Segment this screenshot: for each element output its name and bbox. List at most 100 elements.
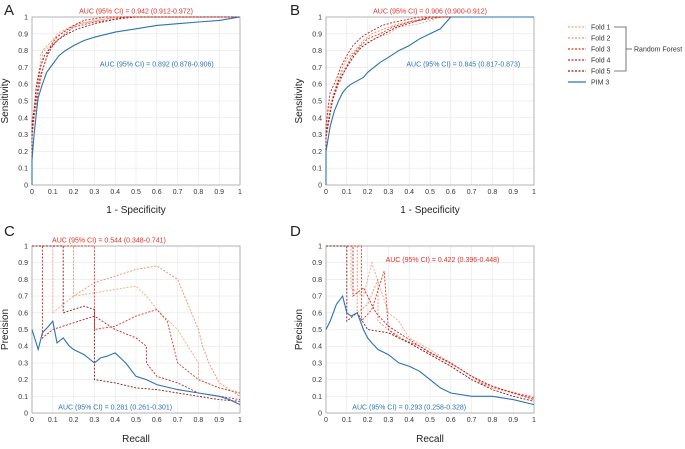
x-tick-label: 1 — [238, 189, 242, 196]
x-tick-label: 0.5 — [131, 417, 141, 424]
x-tick-label: 0.8 — [194, 417, 204, 424]
series-fold-5 — [326, 245, 535, 402]
y-tick-label: 0.6 — [18, 310, 28, 317]
y-tick-label: 0.5 — [312, 327, 322, 334]
x-tick-label: 0 — [324, 417, 328, 424]
y-tick-label: 0 — [24, 411, 28, 418]
x-tick-label: 0.1 — [342, 189, 352, 196]
x-tick-label: 0.5 — [425, 417, 435, 424]
y-tick-label: 0.4 — [18, 115, 28, 122]
legend-group-label: Random Forest — [634, 47, 682, 54]
y-tick-label: 0.2 — [18, 149, 28, 156]
y-tick-label: 0.6 — [18, 82, 28, 89]
x-tick-label: 0.1 — [48, 189, 58, 196]
series-fold-2 — [32, 245, 241, 397]
y-tick-label: 1 — [318, 15, 322, 22]
y-tick-label: 0.8 — [312, 277, 322, 284]
y-axis-label: Precision — [294, 309, 305, 350]
y-tick-label: 0.9 — [312, 31, 322, 38]
legend-label: Fold 4 — [591, 58, 611, 65]
y-tick-label: 0.8 — [312, 48, 322, 55]
auc-annotation: AUC (95% CI) = 0.544 (0.348-0.741) — [52, 238, 166, 245]
y-tick-label: 0.7 — [18, 294, 28, 301]
x-tick-label: 0.9 — [508, 417, 518, 424]
y-tick-label: 0.2 — [18, 377, 28, 384]
y-tick-label: 0.2 — [312, 149, 322, 156]
y-tick-label: 0.9 — [18, 31, 28, 38]
x-tick-label: 0 — [30, 417, 34, 424]
x-axis-label: 1 - Specificity — [106, 205, 165, 216]
panel-letter: C — [4, 223, 15, 240]
y-axis-label: Precision — [0, 309, 11, 350]
x-tick-label: 0.6 — [446, 417, 456, 424]
panel-letter: D — [290, 223, 301, 240]
x-tick-label: 0.4 — [110, 189, 120, 196]
y-tick-label: 1 — [24, 244, 28, 251]
series-fold-5 — [325, 16, 534, 185]
x-tick-label: 0.2 — [363, 189, 373, 196]
legend-label: Fold 5 — [591, 69, 611, 76]
y-tick-label: 0.2 — [312, 377, 322, 384]
x-axis-label: 1 - Specificity — [400, 205, 459, 216]
x-tick-label: 0.7 — [467, 189, 477, 196]
x-tick-label: 0.5 — [425, 189, 435, 196]
y-tick-label: 0.6 — [312, 82, 322, 89]
y-tick-label: 0.3 — [18, 132, 28, 139]
y-axis-label: Sensitivity — [0, 78, 11, 123]
y-tick-label: 1 — [318, 244, 322, 251]
series-pim-3 — [325, 16, 534, 185]
y-tick-label: 0.1 — [312, 166, 322, 173]
y-tick-label: 0.6 — [312, 310, 322, 317]
y-tick-label: 0.7 — [312, 65, 322, 72]
series-fold-2 — [326, 245, 535, 401]
series-pim-3 — [325, 294, 535, 406]
legend-label: PIM 3 — [591, 80, 609, 87]
x-tick-label: 0.6 — [152, 189, 162, 196]
y-tick-label: 0.8 — [18, 277, 28, 284]
panel-letter: A — [4, 2, 14, 19]
panel-b: 0 0.1 0.2 0.3 0.4 0.5 0.6 0.7 0.8 0.9 1 0 0.1 0.2 0.3 0… — [290, 2, 536, 216]
x-tick-label: 0.7 — [173, 189, 183, 196]
y-tick-label: 0.5 — [18, 327, 28, 334]
x-tick-label: 0.8 — [488, 417, 498, 424]
series-pim-3 — [31, 16, 241, 185]
panel-c: 0 0.1 0.2 0.3 0.4 0.5 0.6 0.7 0.8 0.9 1 0 0.1 0.2 0.3 0… — [0, 223, 242, 445]
auc-annotation: AUC (95% CI) = 0.906 (0.900-0.912) — [373, 9, 487, 16]
x-tick-label: 0.8 — [194, 189, 204, 196]
x-tick-label: 0.8 — [488, 189, 498, 196]
x-axis-label: Recall — [416, 434, 444, 445]
panel-letter: B — [290, 2, 300, 19]
x-tick-label: 0.4 — [404, 417, 414, 424]
x-tick-label: 0.3 — [90, 189, 100, 196]
y-tick-label: 0 — [318, 183, 322, 190]
y-tick-label: 0.4 — [312, 344, 322, 351]
series-fold-5 — [32, 245, 241, 402]
x-tick-label: 0.6 — [446, 189, 456, 196]
y-tick-label: 0 — [318, 411, 322, 418]
legend-label: Fold 2 — [591, 36, 611, 43]
y-tick-label: 0.3 — [312, 132, 322, 139]
auc-annotation: AUC (95% CI) = 0.281 (0.261-0.301) — [58, 405, 172, 412]
series-fold-5 — [31, 16, 240, 185]
y-axis-label: Sensitivity — [294, 78, 305, 123]
series-fold-3 — [31, 16, 240, 185]
x-tick-label: 0.4 — [404, 189, 414, 196]
x-tick-label: 0.3 — [384, 417, 394, 424]
x-tick-label: 0.6 — [152, 417, 162, 424]
y-tick-label: 0.9 — [18, 260, 28, 267]
x-tick-label: 1 — [532, 189, 536, 196]
y-tick-label: 0.3 — [18, 360, 28, 367]
auc-annotation: AUC (95% CI) = 0.942 (0.912-0.972) — [79, 9, 193, 16]
x-tick-label: 0.1 — [48, 417, 58, 424]
auc-annotation: AUC (95% CI) = 0.293 (0.258-0.328) — [352, 405, 466, 412]
y-tick-label: 0.7 — [18, 65, 28, 72]
y-tick-label: 0.5 — [312, 99, 322, 106]
x-tick-label: 0.9 — [214, 417, 224, 424]
x-tick-label: 0.7 — [467, 417, 477, 424]
x-tick-label: 0.3 — [384, 189, 394, 196]
panel-a: 0 0.1 0.2 0.3 0.4 0.5 0.6 0.7 0.8 0.9 1 0 0.1 0.2 0.3 0… — [0, 2, 242, 216]
auc-annotation: AUC (95% CI) = 0.892 (0.878-0.906) — [100, 62, 214, 69]
panel-d: 0 0.1 0.2 0.3 0.4 0.5 0.6 0.7 0.8 0.9 1 0 0.1 0.2 0.3 0… — [290, 223, 536, 445]
series-fold-4 — [326, 245, 535, 401]
